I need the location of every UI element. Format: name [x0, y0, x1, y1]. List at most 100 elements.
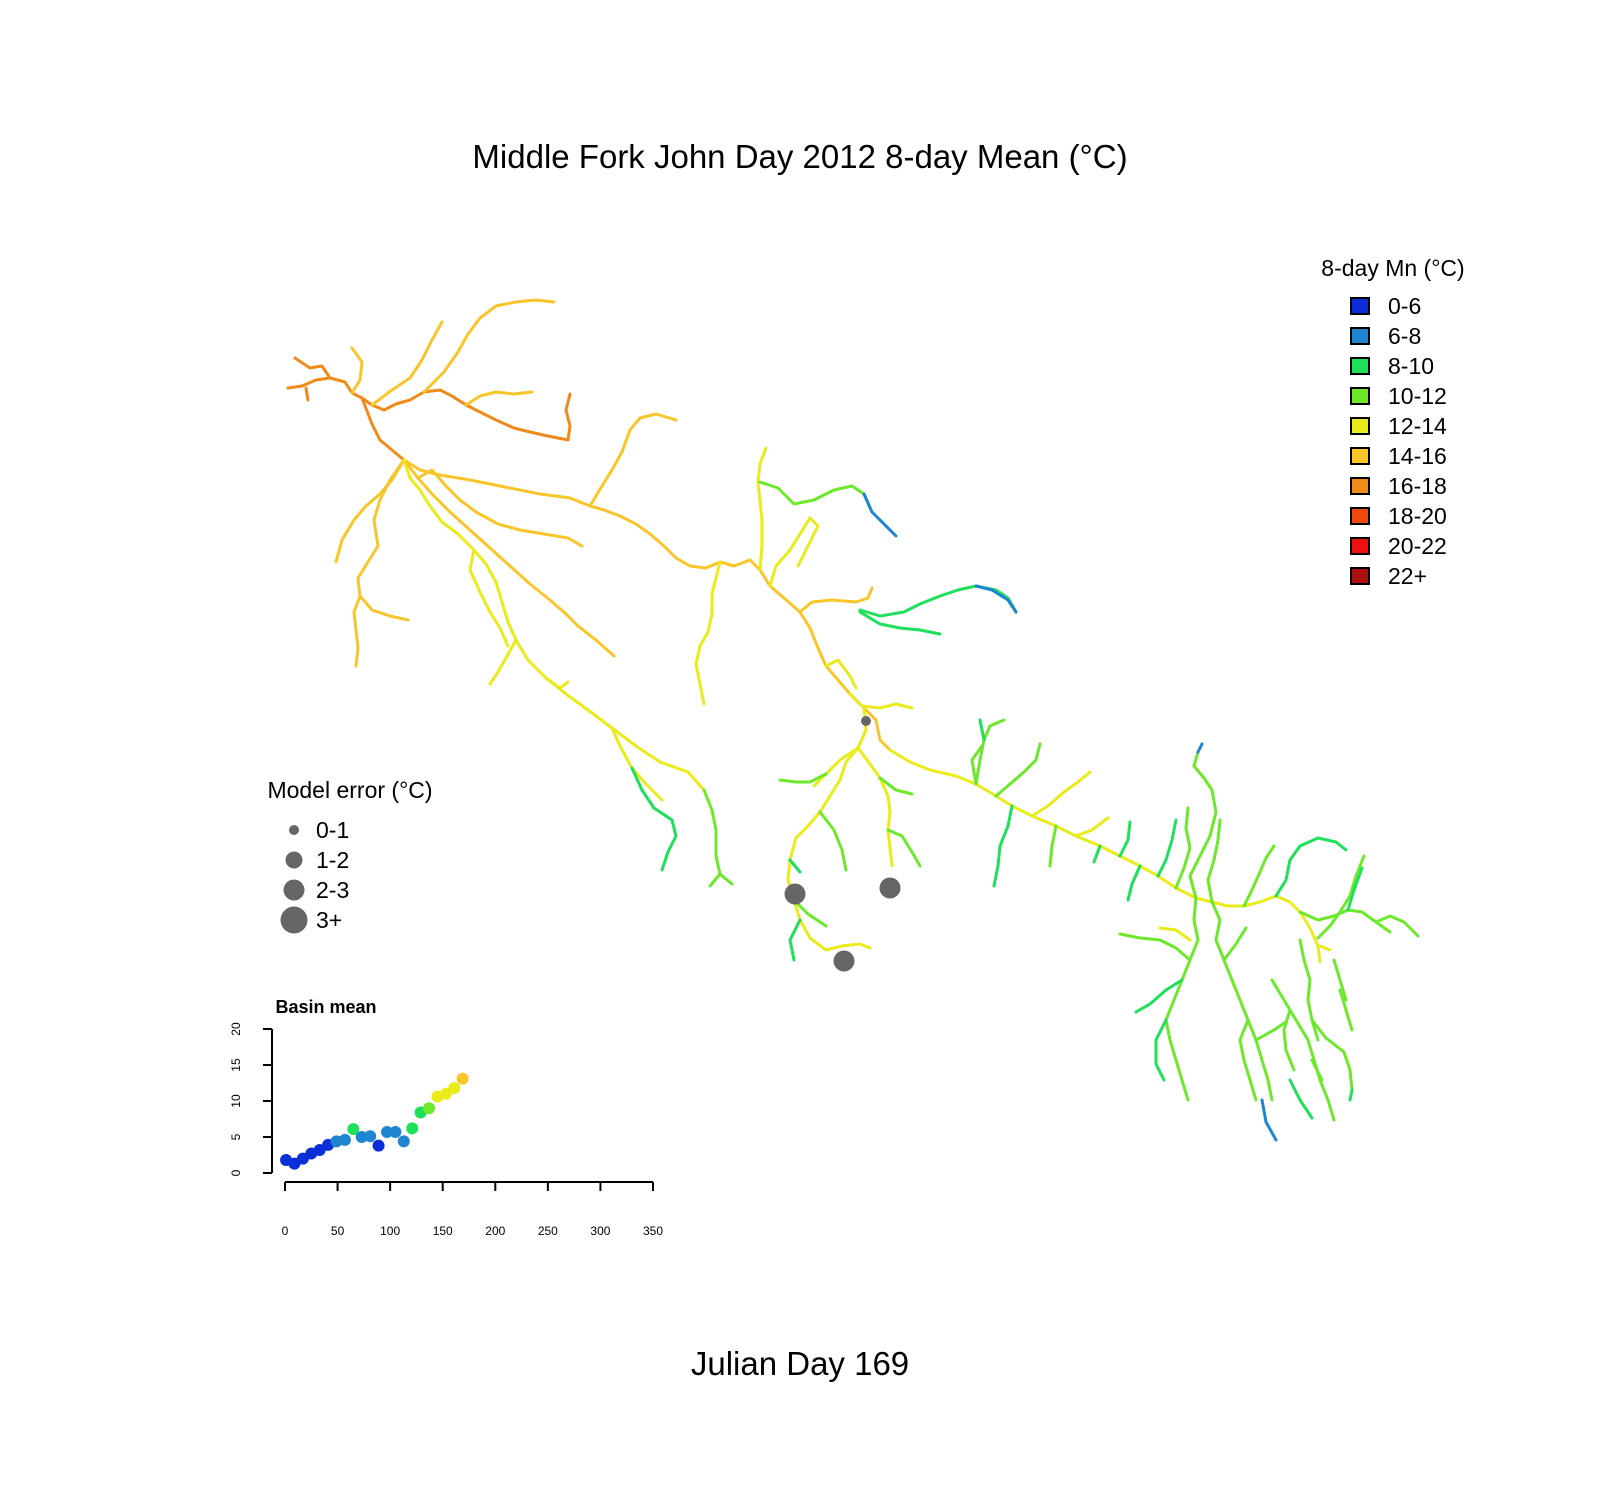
- temperature-legend-label: 16-18: [1388, 473, 1447, 499]
- inset-title: Basin mean: [275, 997, 376, 1017]
- stream-segment: [1164, 896, 1200, 1102]
- stream-segment: [358, 594, 410, 622]
- temperature-legend-swatch: [1350, 447, 1370, 465]
- stream-segment: [1206, 818, 1222, 904]
- stream-segment: [1338, 988, 1354, 1032]
- stream-segment: [468, 548, 510, 648]
- temperature-legend-swatch: [1350, 537, 1370, 555]
- stream-segment: [1260, 1098, 1278, 1142]
- stream-segment: [974, 724, 992, 786]
- stream-segment: [1210, 894, 1322, 964]
- error-legend-symbol: [285, 851, 303, 869]
- map-title: Middle Fork John Day 2012 8-day Mean (°C…: [472, 138, 1128, 175]
- stream-segment: [416, 468, 584, 548]
- temperature-legend-label: 8-10: [1388, 353, 1434, 379]
- stream-segment: [1270, 978, 1336, 1122]
- stream-segment: [978, 718, 986, 742]
- inset-x-tick-label: 100: [380, 1224, 400, 1238]
- temperature-legend-label: 18-20: [1388, 503, 1447, 529]
- stream-segment: [1188, 750, 1218, 900]
- inset-y-tick-label: 5: [229, 1133, 243, 1140]
- stream-segment: [1310, 1018, 1354, 1092]
- temperature-legend-label: 12-14: [1388, 413, 1447, 439]
- error-legend-label: 3+: [316, 907, 342, 933]
- temperature-legend-swatch: [1350, 417, 1370, 435]
- inset-data-point: [439, 1087, 452, 1100]
- stream-segment: [1092, 844, 1102, 864]
- stream-segment: [1238, 1018, 1258, 1102]
- stream-segment: [402, 458, 616, 658]
- stream-segment: [778, 772, 828, 784]
- inset-x-tick-label: 0: [282, 1224, 289, 1238]
- stream-segment: [694, 560, 722, 706]
- julian-day-label: Julian Day 169: [690, 1345, 910, 1382]
- stream-segment: [788, 858, 802, 874]
- stream-segment: [370, 320, 444, 407]
- stream-segment: [1210, 900, 1274, 1102]
- inset-x-tick-label: 350: [643, 1224, 663, 1238]
- stream-segment: [818, 810, 848, 872]
- stream-segment: [792, 898, 828, 928]
- inset-y-tick-label: 15: [229, 1058, 243, 1072]
- error-site: [879, 877, 901, 899]
- stream-segment: [1174, 806, 1192, 890]
- stream-segment: [1374, 914, 1420, 938]
- stream-segment: [878, 776, 914, 796]
- temperature-legend: 8-day Mn (°C) 0-6 6-8 8-10 10-12 12-14 14-16 1…: [1321, 255, 1464, 589]
- inset-x-tick-label: 250: [538, 1224, 558, 1238]
- stream-segment: [994, 742, 1042, 798]
- temperature-legend-swatch: [1350, 387, 1370, 405]
- basin-mean-inset: Basin mean 0 50 100 150 200 250 300 350 0 5 10 15 20: [229, 997, 663, 1238]
- inset-data-point: [380, 1125, 393, 1138]
- temperature-legend-label: 20-22: [1388, 533, 1447, 559]
- stream-segment: [858, 584, 1018, 618]
- error-legend-label: 2-3: [316, 877, 349, 903]
- inset-y-tick-label: 0: [229, 1169, 243, 1176]
- inset-data-point: [372, 1139, 385, 1152]
- stream-segment: [1196, 742, 1204, 754]
- stream-segment: [630, 766, 678, 872]
- temperature-legend-title: 8-day Mn (°C): [1321, 255, 1464, 281]
- error-legend-symbol: [283, 879, 305, 901]
- inset-data-point: [338, 1133, 351, 1146]
- inset-data-point: [456, 1072, 469, 1085]
- stream-segment: [360, 396, 406, 462]
- stream-segment: [812, 746, 860, 788]
- stream-segment: [1346, 866, 1364, 912]
- stream-segment: [1316, 854, 1366, 940]
- error-site: [833, 950, 855, 972]
- stream-segment: [402, 458, 706, 792]
- temperature-legend-swatch: [1350, 297, 1370, 315]
- inset-data-point: [347, 1123, 360, 1136]
- temperature-legend-label: 14-16: [1388, 443, 1447, 469]
- inset-data-point: [397, 1135, 410, 1148]
- error-legend-symbol: [280, 906, 308, 934]
- temperature-legend-label: 22+: [1388, 563, 1427, 589]
- stream-segment: [798, 586, 874, 614]
- error-legend: Model error (°C) 0-1 1-2 2-3 3+: [267, 777, 433, 934]
- inset-y-tick-label: 10: [229, 1094, 243, 1108]
- inset-x-tick-label: 50: [331, 1224, 345, 1238]
- temperature-legend-label: 0-6: [1388, 293, 1421, 319]
- inset-data-point: [423, 1102, 436, 1115]
- stream-segment: [293, 356, 570, 442]
- stream-segment: [1348, 1088, 1354, 1102]
- stream-segment: [1134, 978, 1184, 1014]
- stream-segment: [1318, 944, 1332, 952]
- stream-segment: [544, 676, 570, 690]
- temperature-legend-swatch: [1350, 477, 1370, 495]
- inset-x-tick-label: 200: [485, 1224, 505, 1238]
- inset-data-point: [389, 1125, 402, 1138]
- stream-segment: [702, 788, 722, 888]
- stream-segment: [1254, 1020, 1288, 1042]
- stream-network: [286, 298, 1420, 1142]
- stream-segment: [1222, 926, 1248, 962]
- inset-data-point: [364, 1130, 377, 1143]
- stream-segment: [304, 386, 310, 402]
- inset-x-tick-label: 150: [433, 1224, 453, 1238]
- stream-segment: [488, 638, 518, 686]
- stream-segment: [1274, 836, 1348, 898]
- stream-segment: [974, 584, 1018, 614]
